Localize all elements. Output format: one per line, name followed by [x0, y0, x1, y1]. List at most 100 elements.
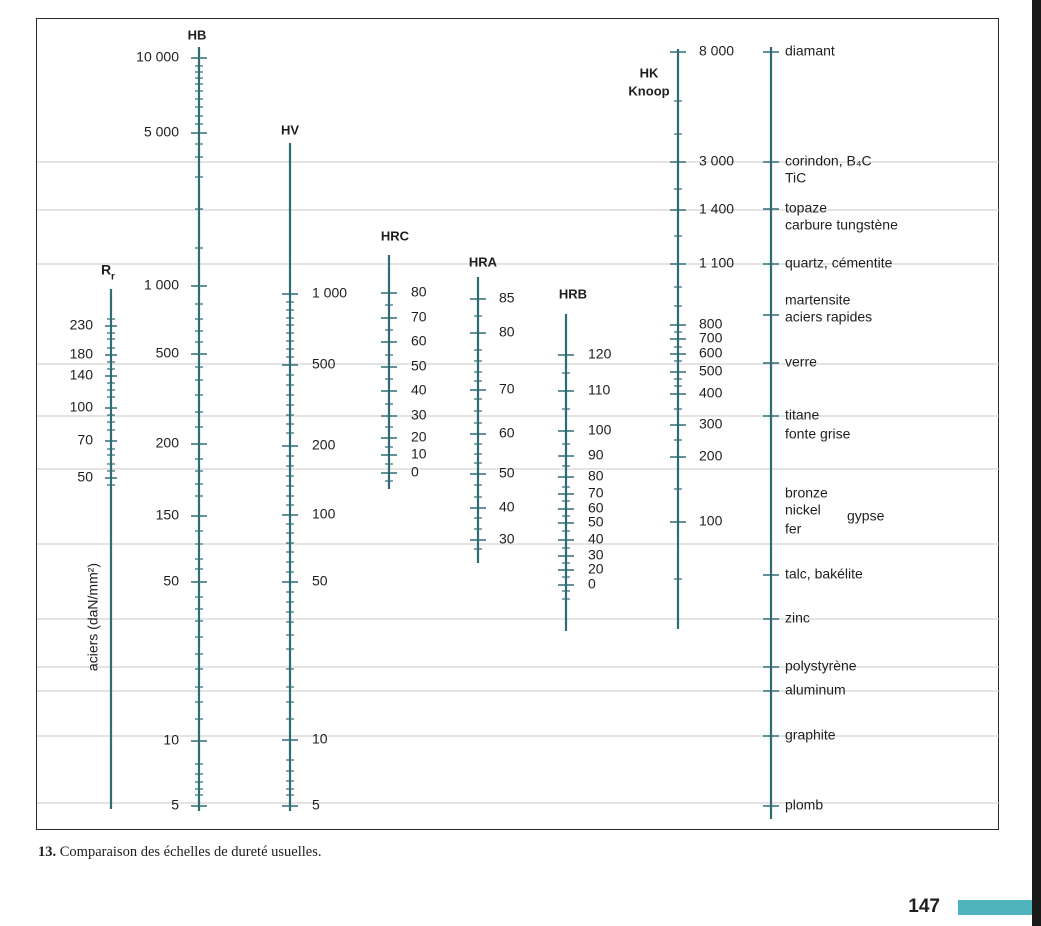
scale-rr-label-5: 50: [77, 469, 93, 485]
scale-hb-label-5: 150: [156, 507, 180, 523]
scale-hrc-label-1: 70: [411, 309, 427, 325]
scale-hb-label-4: 200: [156, 435, 180, 451]
scale-hb-title: HB: [188, 27, 207, 42]
scale-hrb-title: HRB: [559, 286, 587, 301]
scale-hk-label-7: 500: [699, 363, 723, 379]
scale-hrc-title: HRC: [381, 228, 410, 243]
scale-rr-label-0: 230: [70, 317, 94, 333]
scale-hrb-label-5: 70: [588, 485, 604, 501]
material-label-13: gypse: [847, 508, 885, 524]
page-edge: [1032, 0, 1041, 926]
scale-hrc-label-0: 80: [411, 284, 427, 300]
scale-hrb-label-11: 0: [588, 576, 596, 592]
material-label-10: fonte grise: [785, 426, 851, 442]
scale-hra-label-5: 40: [499, 499, 515, 515]
scale-hb-label-0: 10 000: [136, 49, 179, 65]
scale-hrb-label-7: 50: [588, 514, 604, 530]
scale-hra-label-4: 50: [499, 465, 515, 481]
material-label-1: corindon, B₄C: [785, 153, 872, 169]
material-label-5: quartz, cémentite: [785, 255, 893, 271]
scale-hrc-label-3: 50: [411, 358, 427, 374]
scale-hv-label-4: 50: [312, 573, 328, 589]
scale-rr-title: R: [101, 262, 111, 278]
scale-hk-label-5: 700: [699, 330, 723, 346]
scale-hk-label-9: 300: [699, 416, 723, 432]
scale-hk-label-1: 3 000: [699, 153, 734, 169]
scale-hrc-label-6: 20: [411, 429, 427, 445]
figure-number: 13.: [38, 844, 57, 860]
scale-hrb-label-3: 90: [588, 447, 604, 463]
scale-hv-label-6: 5: [312, 797, 320, 813]
scale-hra-label-3: 60: [499, 425, 515, 441]
material-label-2: TiC: [785, 170, 806, 186]
scale-hk-label-4: 800: [699, 316, 723, 332]
scale-hv-label-1: 500: [312, 356, 336, 372]
scale-hv-label-2: 200: [312, 437, 336, 453]
scale-hb-label-3: 500: [156, 345, 180, 361]
scale-hk-title: HK: [640, 65, 659, 80]
material-label-20: plomb: [785, 797, 823, 813]
scale-hk-label-0: 8 000: [699, 43, 734, 59]
page-number: 147: [908, 896, 940, 917]
scale-hv-label-0: 1 000: [312, 285, 347, 301]
scale-hk-label-2: 1 400: [699, 201, 734, 217]
material-label-14: fer: [785, 521, 802, 537]
scale-rr-label-4: 70: [77, 432, 93, 448]
scale-hb-label-6: 50: [163, 573, 179, 589]
scale-hrb-label-1: 110: [588, 382, 611, 398]
scale-rr-title-subscript: r: [111, 272, 115, 283]
page-accent-bar: [958, 900, 1041, 915]
scale-hv-title: HV: [281, 122, 299, 137]
scale-hra-label-1: 80: [499, 324, 515, 340]
scale-hk-label-11: 100: [699, 513, 723, 529]
scale-hv-label-5: 10: [312, 731, 328, 747]
material-label-19: graphite: [785, 727, 836, 743]
scale-hv-label-3: 100: [312, 506, 336, 522]
material-label-6: martensite: [785, 292, 851, 308]
scale-hrb-label-8: 40: [588, 531, 604, 547]
scale-hrc-label-2: 60: [411, 333, 427, 349]
material-label-8: verre: [785, 354, 817, 370]
scale-hk-label-6: 600: [699, 345, 723, 361]
scale-hrb-label-2: 100: [588, 422, 612, 438]
scale-hrb-label-9: 30: [588, 547, 604, 563]
material-label-4: carbure tungstène: [785, 217, 898, 233]
scale-hrb-label-4: 80: [588, 468, 604, 484]
scale-hra-label-2: 70: [499, 381, 515, 397]
material-label-9: titane: [785, 407, 819, 423]
scale-hrc-label-8: 0: [411, 464, 419, 480]
material-label-15: talc, bakélite: [785, 566, 863, 582]
material-label-17: polystyrène: [785, 658, 857, 674]
material-label-0: diamant: [785, 43, 835, 59]
scale-hk-title-2: Knoop: [628, 83, 669, 98]
scale-hrb-label-10: 20: [588, 561, 604, 577]
scale-hra-label-6: 30: [499, 531, 515, 547]
scale-hb-label-2: 1 000: [144, 277, 179, 293]
material-label-18: aluminum: [785, 682, 846, 698]
scale-hb-label-7: 10: [163, 732, 179, 748]
scale-rr-label-2: 140: [70, 367, 94, 383]
scale-rr-label-1: 180: [70, 346, 94, 362]
material-label-7: aciers rapides: [785, 309, 872, 325]
material-label-16: zinc: [785, 610, 810, 626]
figure-caption-text: Comparaison des échelles de dureté usuel…: [59, 844, 322, 860]
scale-hra-label-0: 85: [499, 290, 515, 306]
figure-caption: 13. Comparaison des échelles de dureté u…: [38, 844, 321, 861]
scale-hb-label-1: 5 000: [144, 124, 179, 140]
scale-hb-label-8: 5: [171, 797, 179, 813]
scale-hrb-label-6: 60: [588, 500, 604, 516]
scale-hrc-label-4: 40: [411, 382, 427, 398]
scale-hrb-label-0: 120: [588, 346, 612, 362]
material-label-12: nickel: [785, 502, 821, 518]
scale-rr-label-3: 100: [70, 399, 94, 415]
scale-hk-label-10: 200: [699, 448, 723, 464]
material-label-3: topaze: [785, 200, 827, 216]
scale-hk-label-3: 1 100: [699, 255, 734, 271]
scale-hk-label-8: 400: [699, 385, 723, 401]
scale-hrc-label-5: 30: [411, 407, 427, 423]
scale-hra-title: HRA: [469, 254, 498, 269]
material-label-11: bronze: [785, 485, 828, 501]
chart-frame: 230 180 140 100 70 50 10 000 5 000 1 000 500 200 15…: [36, 18, 1000, 830]
scale-rr-side-label: aciers (daN/mm²): [85, 563, 101, 671]
